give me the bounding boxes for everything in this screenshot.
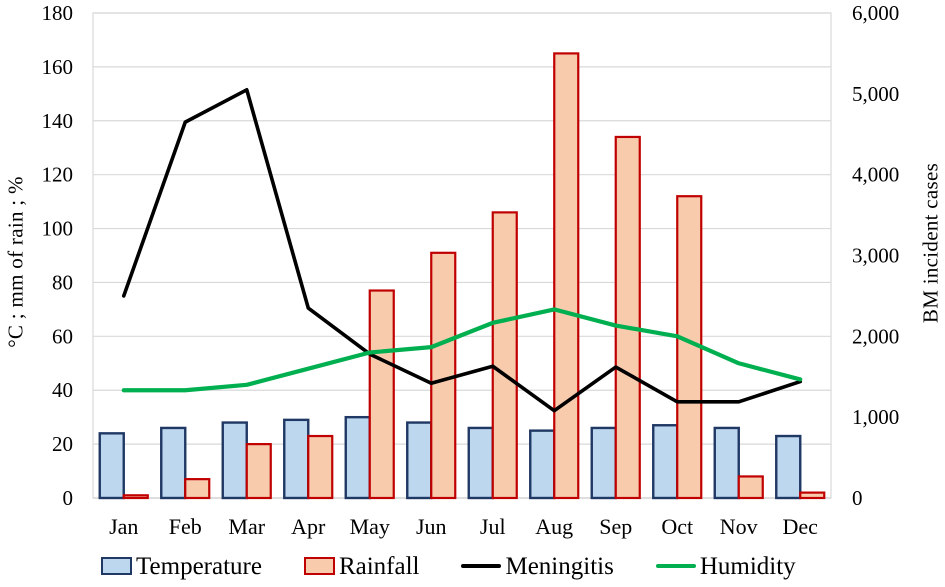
plot-area: 0 20 40 60 80 100 120 140 160 180 0 1,000 2,000 3,000… — [42, 1, 900, 539]
month-label: Dec — [783, 514, 819, 539]
right-axis-title: BM incident cases — [918, 162, 943, 324]
meningitis-line-swatch-icon — [461, 564, 502, 568]
temperature-bar — [98, 432, 125, 500]
rainfall-bar — [430, 251, 457, 500]
month-label: Nov — [720, 514, 758, 539]
legend-item-temperature: Temperature — [101, 554, 262, 579]
month-label: Sep — [599, 514, 632, 539]
legend-label-temperature: Temperature — [136, 552, 262, 580]
temperature-bar — [160, 426, 187, 500]
rainfall-bar — [307, 434, 334, 500]
legend: Temperature Rainfall Meningitis Humidity — [101, 549, 796, 583]
rainfall-bar — [799, 491, 826, 500]
temperature-bar — [344, 415, 371, 500]
left-axis-tick: 20 — [52, 432, 73, 456]
left-axis-tick: 140 — [42, 109, 74, 133]
left-axis-tick: 160 — [42, 55, 74, 79]
legend-label-rainfall: Rainfall — [338, 552, 420, 580]
temperature-bar — [775, 434, 802, 500]
month-label: Mar — [228, 514, 265, 539]
rainfall-bar — [491, 211, 518, 500]
month-label: Feb — [169, 514, 202, 539]
legend-label-humidity: Humidity — [699, 552, 796, 580]
legend-item-meningitis: Meningitis — [461, 552, 614, 580]
rainfall-bar — [553, 52, 580, 500]
legend-label-meningitis: Meningitis — [505, 552, 614, 580]
left-axis-tick: 60 — [52, 324, 73, 348]
right-axis-tick: 4,000 — [852, 163, 899, 187]
temperature-bar-swatch-icon — [101, 557, 132, 575]
temperature-bar — [406, 421, 433, 500]
temperature-bar — [529, 429, 556, 500]
rainfall-bar — [614, 135, 641, 500]
rainfall-bar — [122, 494, 149, 500]
left-axis-tick: 80 — [52, 270, 73, 294]
humidity-line — [121, 307, 803, 393]
month-label: May — [350, 514, 390, 539]
rainfall-bar — [368, 289, 395, 500]
left-axis-tick: 120 — [42, 163, 74, 187]
left-axis-title: °C ; mm of rain ; % — [3, 176, 28, 348]
rainfall-bar — [245, 443, 272, 500]
rainfall-bar — [737, 475, 764, 500]
rainfall-bar — [184, 478, 211, 500]
month-label: Jan — [109, 514, 138, 539]
right-axis-tick: 5,000 — [852, 82, 899, 106]
right-axis-tick: 6,000 — [852, 1, 899, 25]
right-axis-tick: 3,000 — [852, 244, 899, 268]
left-axis-tick: 0 — [63, 486, 74, 510]
meningitis-line — [121, 87, 803, 413]
month-label: Jul — [480, 514, 506, 539]
left-axis-tick: 40 — [52, 378, 73, 402]
right-axis-tick: 1,000 — [852, 405, 899, 429]
right-axis-tick: 2,000 — [852, 324, 899, 348]
temperature-bar — [713, 426, 740, 500]
legend-item-humidity: Humidity — [655, 552, 796, 580]
legend-item-rainfall: Rainfall — [303, 552, 420, 580]
month-label: Apr — [291, 514, 326, 539]
temperature-bar — [221, 421, 248, 500]
right-axis-tick: 0 — [852, 486, 863, 510]
temperature-bar — [467, 426, 494, 500]
temperature-bar — [590, 426, 617, 500]
left-axis-tick: 100 — [42, 217, 74, 241]
rainfall-bar-swatch-icon — [303, 557, 335, 575]
month-label: Oct — [661, 514, 693, 539]
month-label: Jun — [416, 514, 447, 539]
humidity-line-swatch-icon — [655, 564, 696, 568]
temperature-bar — [652, 424, 679, 500]
left-axis-tick: 180 — [42, 1, 74, 25]
temperature-bar — [283, 418, 310, 500]
month-label: Aug — [535, 514, 573, 539]
